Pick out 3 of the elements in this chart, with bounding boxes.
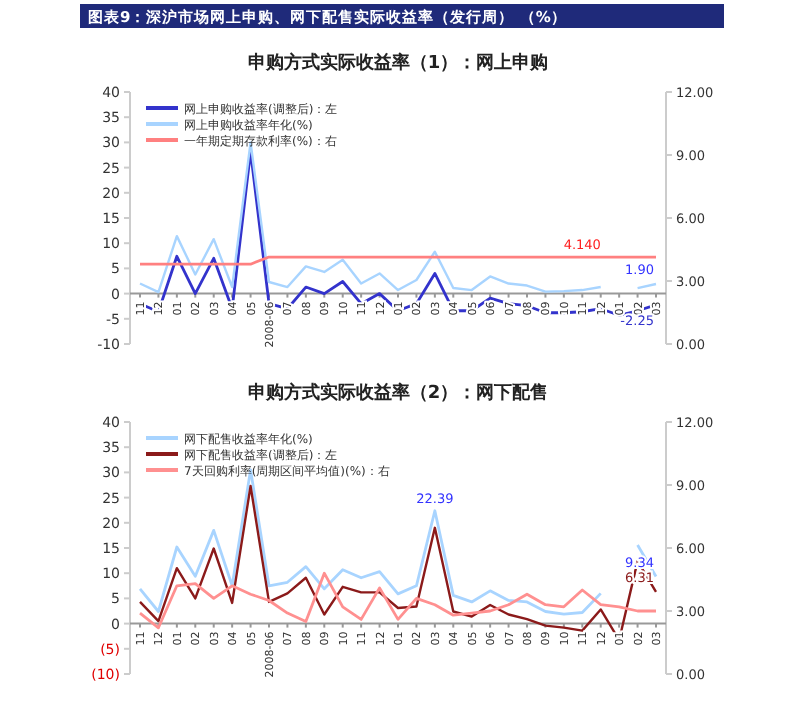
chart-title: 申购方式实际收益率（1）：网上申购 <box>247 52 549 74</box>
line-series <box>138 571 658 630</box>
chart-title: 申购方式实际收益率（2）：网下配售 <box>247 382 549 404</box>
